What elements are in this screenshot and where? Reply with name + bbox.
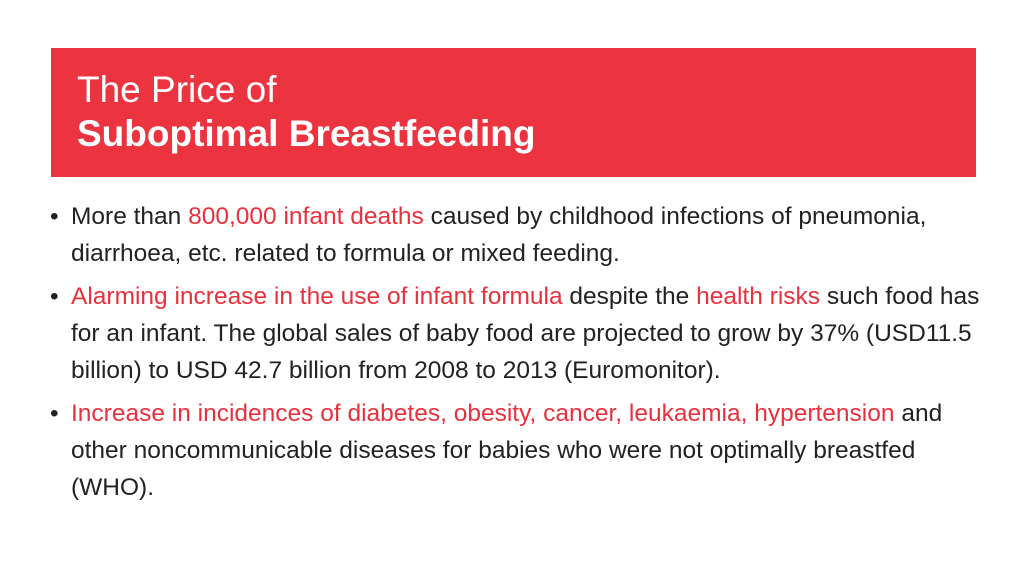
title-line-2: Suboptimal Breastfeeding <box>77 113 536 154</box>
bullet-2-seg-4: such food has for an infant. The global … <box>71 283 980 384</box>
bullet-1-seg-3: caused by childhood infections of pneumo… <box>71 203 927 267</box>
bullet-3-seg-2: and other noncommunicable diseases for b… <box>71 400 943 501</box>
bullet-item-2: • Alarming increase in the use of infant… <box>48 278 993 389</box>
bullet-3-highlight-1: Increase in incidences of diabetes, obes… <box>71 400 895 427</box>
bullet-dot-icon: • <box>50 283 59 310</box>
bullet-item-3: • Increase in incidences of diabetes, ob… <box>48 395 993 506</box>
bullet-1-highlight-1: 800,000 infant deaths <box>188 203 424 230</box>
title-line-1: The Price of <box>77 69 277 110</box>
title-banner: The Price of Suboptimal Breastfeeding <box>51 48 976 177</box>
bullet-item-1: • More than 800,000 infant deaths caused… <box>48 198 993 272</box>
bullet-2-highlight-1: Alarming increase in the use of infant f… <box>71 283 563 310</box>
bullet-list: • More than 800,000 infant deaths caused… <box>48 198 993 512</box>
bullet-2-seg-2: despite the <box>562 283 697 310</box>
bullet-1-seg-1: More than <box>71 203 189 230</box>
bullet-dot-icon: • <box>50 203 59 230</box>
bullet-2-highlight-2: health risks <box>696 283 821 310</box>
bullet-dot-icon: • <box>50 400 59 427</box>
